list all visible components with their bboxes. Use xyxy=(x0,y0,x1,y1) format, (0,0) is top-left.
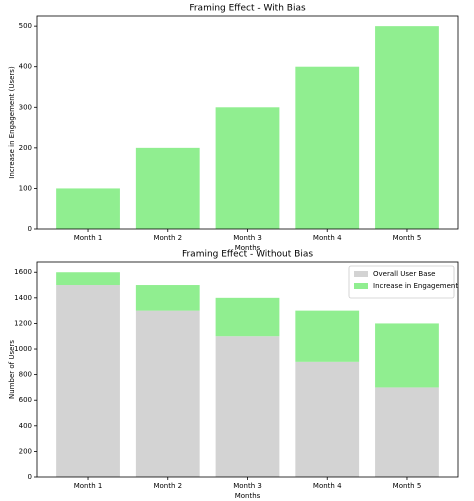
x-tick-label: Month 4 xyxy=(313,234,342,242)
x-tick-label: Month 2 xyxy=(153,234,182,242)
bar-segment xyxy=(215,336,280,477)
legend-swatch xyxy=(354,283,368,289)
x-tick-label: Month 5 xyxy=(393,482,422,490)
bar xyxy=(215,107,280,229)
y-tick-label: 1400 xyxy=(14,294,32,302)
y-axis-label: Increase in Engagement (Users) xyxy=(8,66,16,179)
y-tick-label: 0 xyxy=(28,225,32,233)
bar xyxy=(375,26,439,230)
x-tick-label: Month 3 xyxy=(233,482,262,490)
chart-title: Framing Effect - Without Bias xyxy=(182,250,313,260)
y-axis-label: Number of Users xyxy=(8,340,16,399)
y-tick-label: 800 xyxy=(19,371,32,379)
y-tick-label: 100 xyxy=(19,184,32,192)
bar xyxy=(295,66,360,229)
bar-segment xyxy=(375,387,439,477)
y-tick-label: 400 xyxy=(19,63,32,71)
legend-label: Increase in Engagement xyxy=(373,282,458,290)
bar-segment xyxy=(135,310,200,477)
y-tick-label: 600 xyxy=(19,396,32,404)
x-tick-label: Month 1 xyxy=(74,234,103,242)
y-tick-label: 1600 xyxy=(14,268,32,276)
bar xyxy=(135,147,200,229)
bar-segment xyxy=(56,285,120,477)
x-tick-label: Month 2 xyxy=(153,482,182,490)
y-tick-label: 200 xyxy=(19,447,32,455)
bar-segment xyxy=(295,361,360,477)
x-axis-label: Months xyxy=(235,492,261,500)
legend-label: Overall User Base xyxy=(373,270,435,278)
bar-segment xyxy=(215,297,280,337)
x-tick-label: Month 3 xyxy=(233,234,262,242)
legend-box xyxy=(348,265,455,299)
plot-frame xyxy=(36,261,459,478)
y-tick-label: 300 xyxy=(19,103,32,111)
y-tick-label: 1000 xyxy=(14,345,32,353)
y-tick-label: 500 xyxy=(19,22,32,30)
x-axis-label: Months xyxy=(235,244,261,252)
chart-title: Framing Effect - With Bias xyxy=(189,4,306,14)
bar-segment xyxy=(56,272,120,286)
bar-segment xyxy=(375,323,439,388)
plot-frame xyxy=(36,15,459,230)
y-tick-label: 400 xyxy=(19,422,32,430)
x-tick-label: Month 4 xyxy=(313,482,342,490)
x-tick-label: Month 1 xyxy=(74,482,103,490)
bar xyxy=(56,188,120,229)
bar-segment xyxy=(135,285,200,311)
y-tick-label: 200 xyxy=(19,144,32,152)
bar-segment xyxy=(295,310,360,362)
y-tick-label: 1200 xyxy=(14,319,32,327)
y-tick-label: 0 xyxy=(28,473,32,481)
legend-swatch xyxy=(354,271,368,277)
x-tick-label: Month 5 xyxy=(393,234,422,242)
